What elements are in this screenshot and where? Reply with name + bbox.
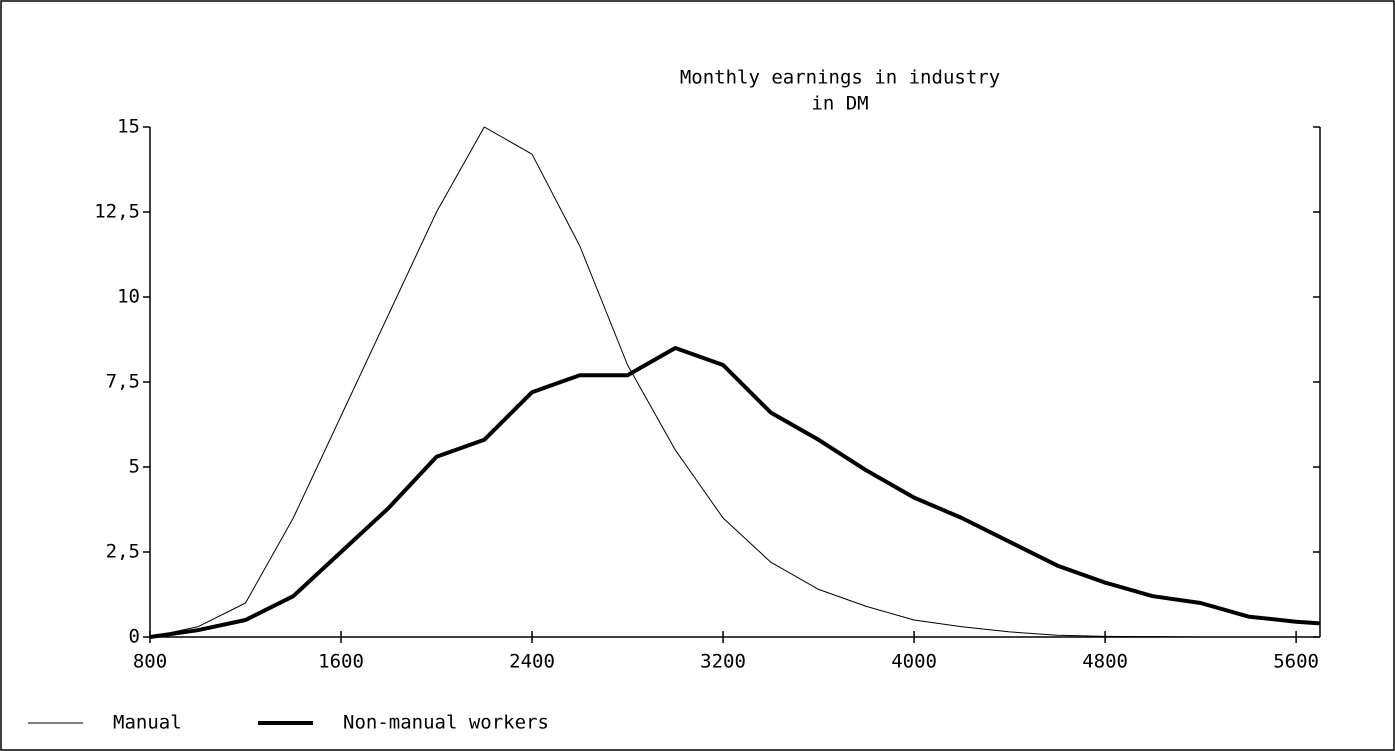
- y-tick-label: 5: [129, 456, 140, 478]
- x-tick-label: 4000: [891, 651, 937, 673]
- x-tick-label: 4800: [1082, 651, 1128, 673]
- series-line: [149, 346, 1321, 639]
- y-tick-label: 12,5: [94, 201, 140, 223]
- chart-subtitle: in DM: [811, 93, 868, 115]
- y-tick-label: 2,5: [106, 541, 140, 563]
- x-tick-label: 5600: [1273, 651, 1319, 673]
- y-tick-label: 0: [129, 626, 140, 648]
- legend-label: Manual: [113, 712, 182, 734]
- legend-label: Non-manual workers: [343, 712, 549, 734]
- x-tick-label: 800: [133, 651, 167, 673]
- x-tick-label: 2400: [509, 651, 555, 673]
- y-tick-label: 10: [117, 286, 140, 308]
- chart-title: Monthly earnings in industry: [680, 67, 1000, 89]
- x-tick-label: 1600: [318, 651, 364, 673]
- y-tick-label: 7,5: [106, 371, 140, 393]
- y-tick-label: 15: [117, 116, 140, 138]
- x-tick-label: 3200: [700, 651, 746, 673]
- series-line: [149, 126, 1201, 638]
